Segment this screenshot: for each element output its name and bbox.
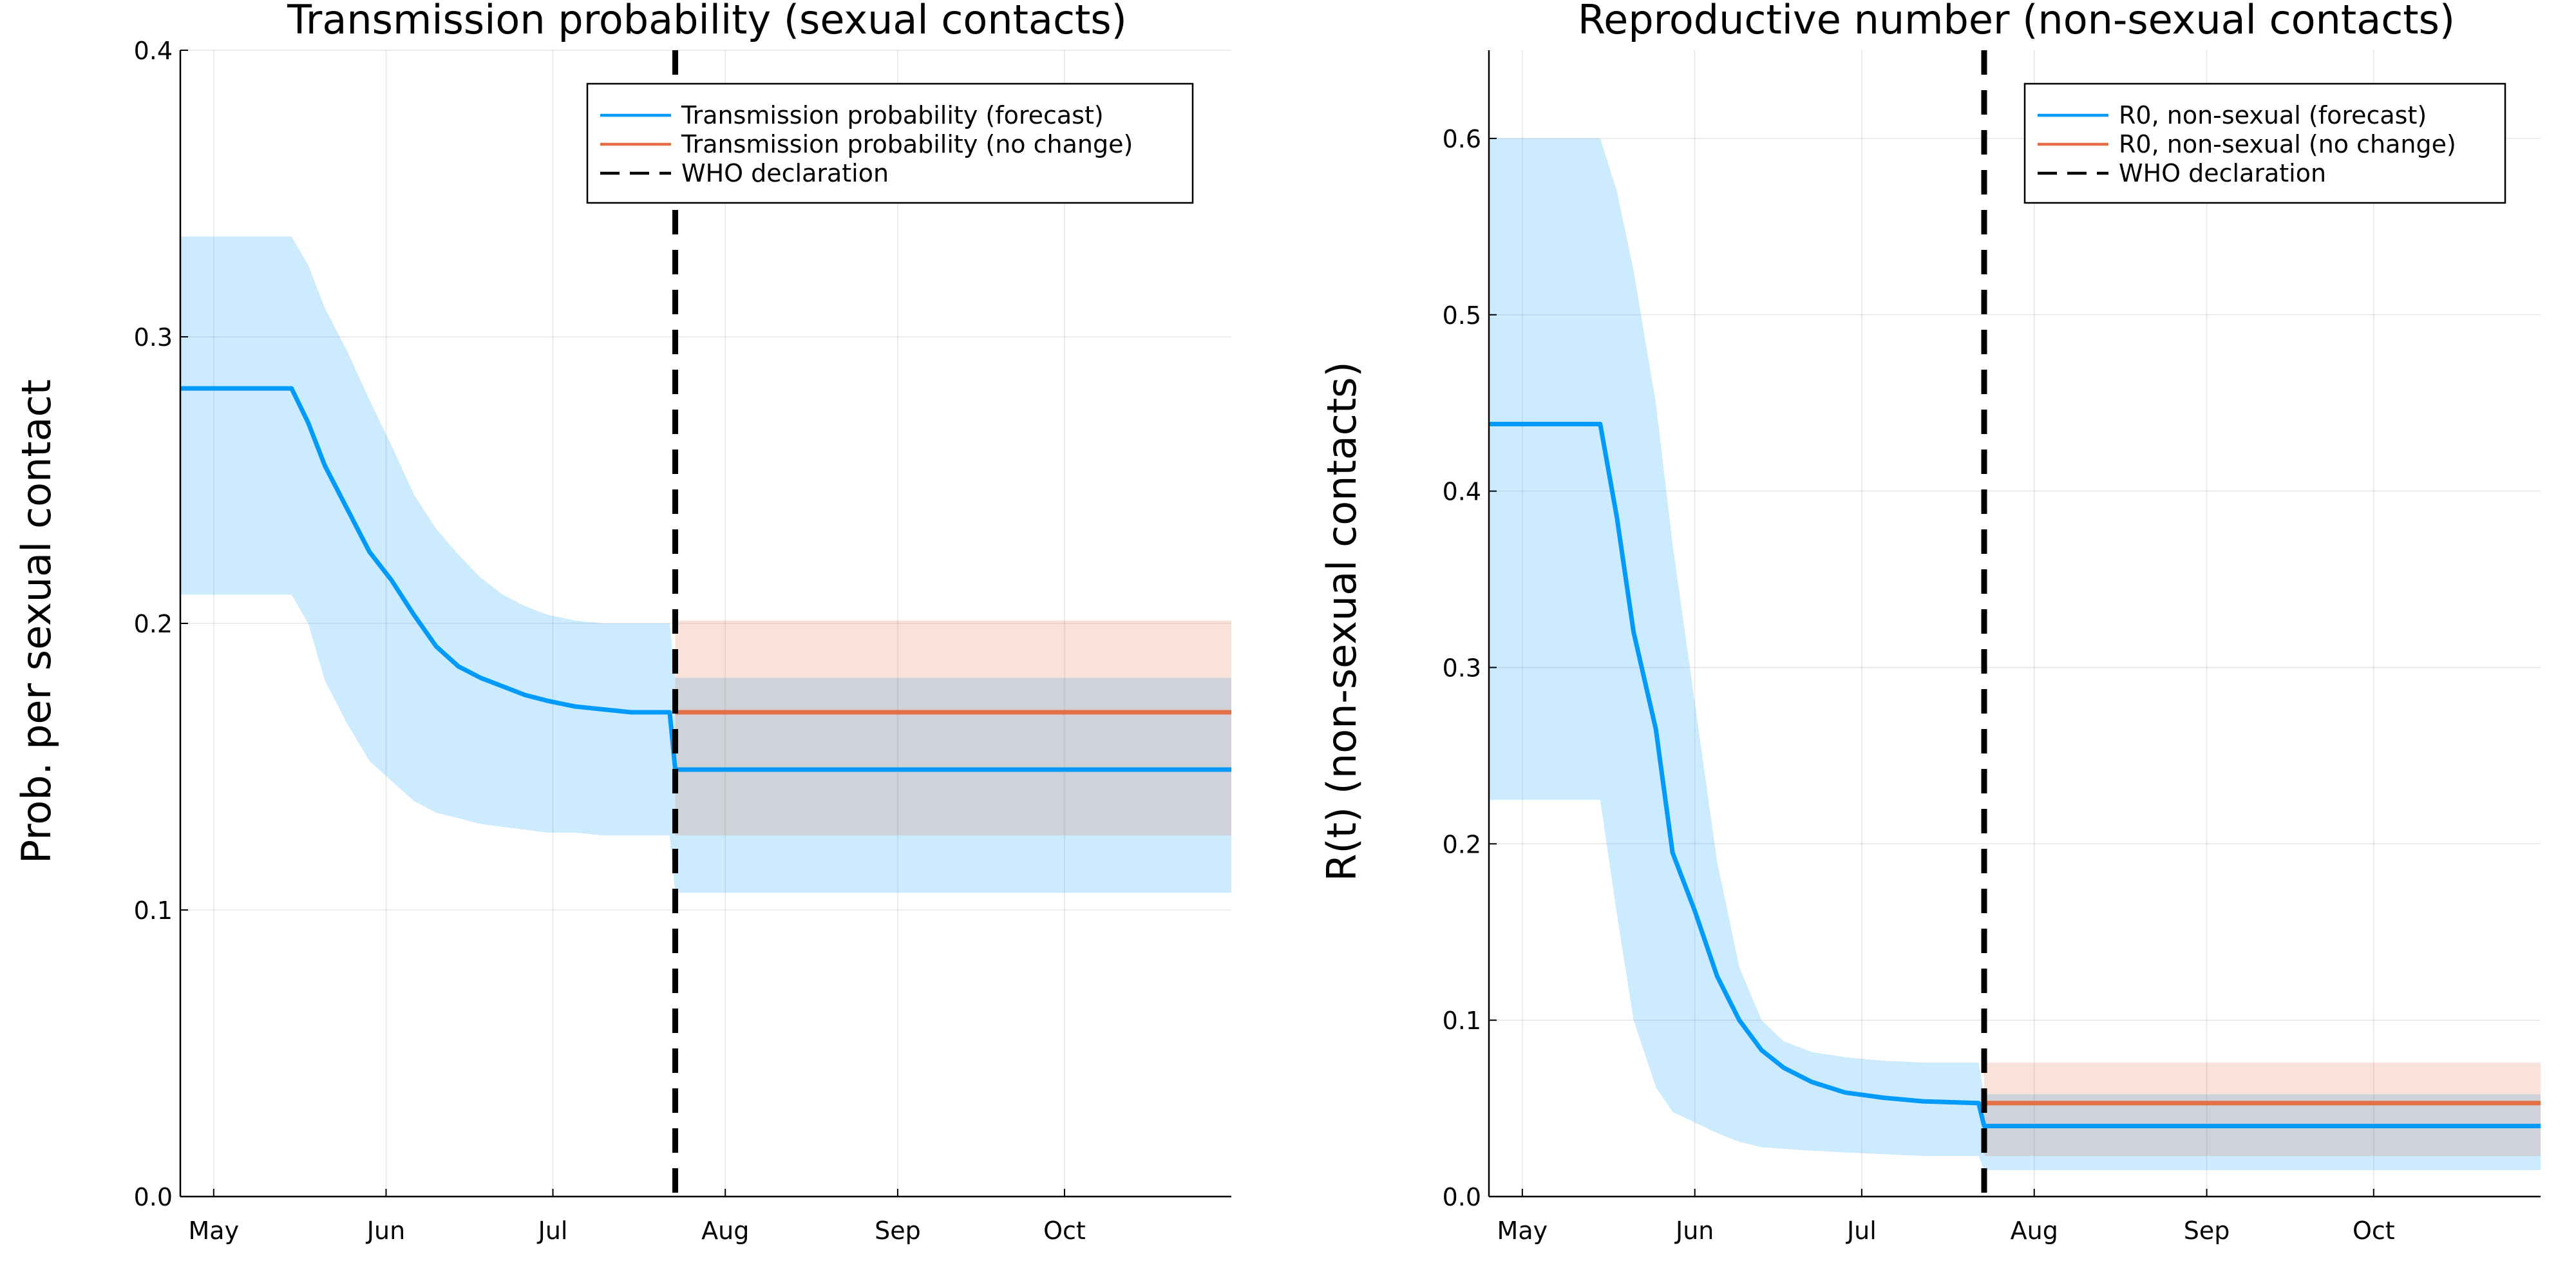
y-tick-label: 0.6 xyxy=(1443,125,1481,153)
y-axis-label: Prob. per sexual contact xyxy=(13,379,60,864)
tick-labels: 0.0 0.1 0.2 0.3 0.4 0.5 0.6 May Jun Jul Aug Sep Oct xyxy=(1443,125,2395,1245)
panel-transmission-probability: Transmission probability (sexual contact… xyxy=(13,0,1231,1245)
x-tick-label: Aug xyxy=(2011,1217,2058,1245)
x-tick-label: Jul xyxy=(1846,1217,1877,1245)
chart-title: Transmission probability (sexual contact… xyxy=(287,0,1127,43)
series-line xyxy=(1489,422,2541,1128)
y-tick-label: 0.0 xyxy=(1443,1183,1481,1211)
panel-reproductive-number: Reproductive number (non-sexual contacts… xyxy=(1318,0,2541,1245)
series-line xyxy=(180,386,1231,772)
legend-label-who: WHO declaration xyxy=(681,159,889,187)
y-tick-label: 0.1 xyxy=(1443,1007,1481,1035)
uncertainty-band xyxy=(1984,1062,2541,1157)
y-tick-label: 0.3 xyxy=(1443,654,1481,682)
legend-box xyxy=(586,82,1194,204)
uncertainty-band xyxy=(180,236,1231,893)
uncertainty-bands xyxy=(1489,138,2541,1170)
y-tick-label: 0.5 xyxy=(1443,301,1481,330)
legend-label-forecast: Transmission probability (forecast) xyxy=(681,101,1104,129)
chart-title: Reproductive number (non-sexual contacts… xyxy=(1578,0,2455,43)
x-tick-label: May xyxy=(1497,1217,1548,1245)
x-tick-label: Jun xyxy=(366,1217,405,1245)
y-tick-label: 0.4 xyxy=(134,37,173,65)
axes xyxy=(1488,50,2541,1198)
x-tick-label: Oct xyxy=(1043,1217,1086,1245)
series-lines xyxy=(1489,50,2541,1197)
uncertainty-band xyxy=(1489,138,2541,1170)
y-tick-label: 0.1 xyxy=(134,896,173,925)
y-tick-label: 0.0 xyxy=(134,1183,173,1211)
x-tick-label: Jul xyxy=(537,1217,568,1245)
tick-labels: 0.0 0.1 0.2 0.3 0.4 May Jun Jul Aug Sep Oct xyxy=(134,37,1086,1245)
uncertainty-bands xyxy=(180,236,1231,893)
x-tick-label: Jun xyxy=(1674,1217,1714,1245)
y-tick-label: 0.2 xyxy=(1443,830,1481,858)
y-tick-label: 0.2 xyxy=(134,610,173,638)
x-tick-label: Aug xyxy=(701,1217,749,1245)
y-tick-label: 0.4 xyxy=(1443,478,1481,506)
y-axis-label: R(t) (non-sexual contacts) xyxy=(1318,361,1365,881)
x-tick-label: Sep xyxy=(875,1217,921,1245)
x-tick-label: Oct xyxy=(2353,1217,2395,1245)
gridlines xyxy=(180,50,1231,1197)
legend-label-no-change: R0, non-sexual (no change) xyxy=(2119,130,2456,158)
x-tick-label: Sep xyxy=(2184,1217,2230,1245)
x-tick-label: May xyxy=(189,1217,240,1245)
series-lines xyxy=(180,50,1231,1197)
y-tick-label: 0.3 xyxy=(134,323,173,352)
legend-label-who: WHO declaration xyxy=(2119,159,2326,187)
legend: R0, non-sexual (forecast) R0, non-sexual… xyxy=(2023,82,2506,204)
legend: Transmission probability (forecast) Tran… xyxy=(586,82,1194,204)
uncertainty-band xyxy=(675,620,1231,836)
legend-label-forecast: R0, non-sexual (forecast) xyxy=(2119,101,2427,129)
legend-label-no-change: Transmission probability (no change) xyxy=(681,130,1133,158)
